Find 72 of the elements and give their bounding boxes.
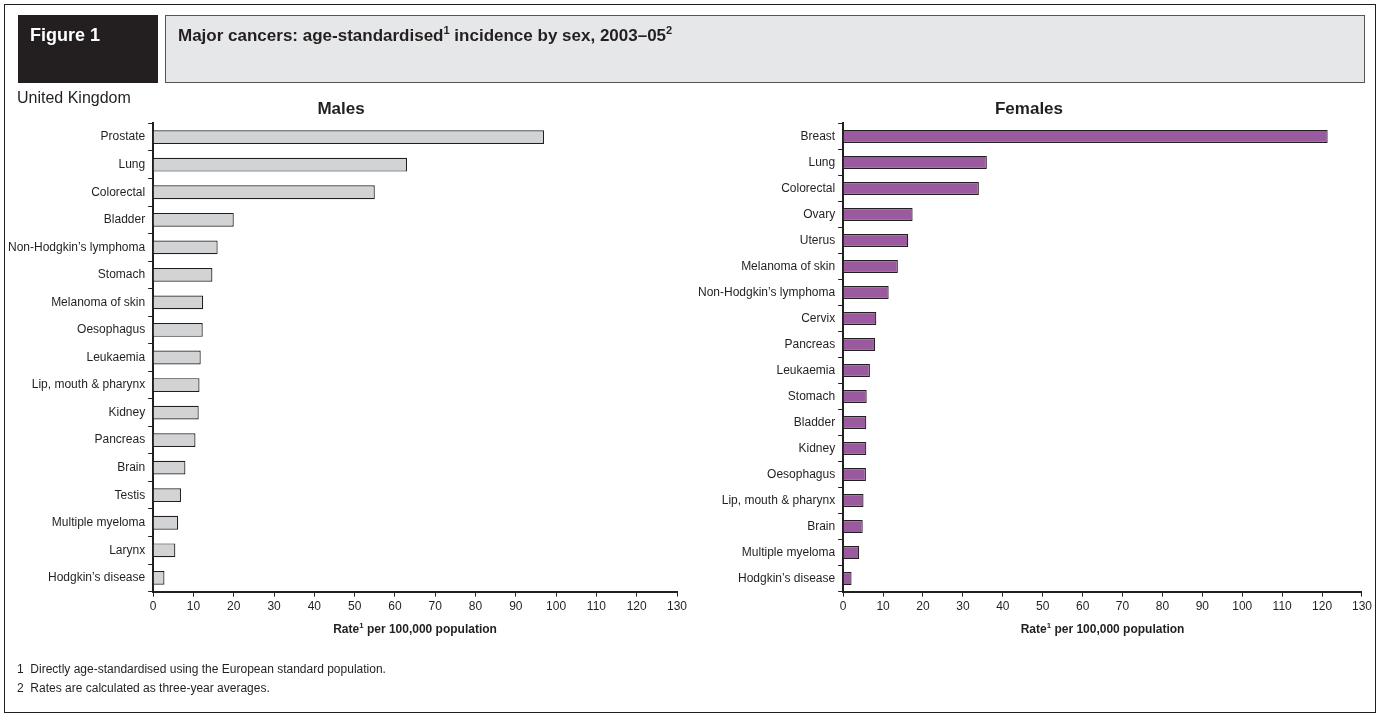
y-tick-label: Lung xyxy=(808,154,836,169)
y-tick-label: Testis xyxy=(114,487,146,502)
y-tick-label: Lung xyxy=(118,157,146,172)
y-tick-label: Stomach xyxy=(787,388,836,403)
y-tick-label: Cervix xyxy=(801,310,836,325)
x-tick-label: 80 xyxy=(1155,599,1170,614)
y-tick-label: Kidney xyxy=(798,440,836,455)
text: United Kingdom xyxy=(17,89,131,107)
y-tick-label: Lip, mouth & pharynx xyxy=(31,377,146,392)
y-tick-label: Melanoma of skin xyxy=(741,258,836,273)
x-axis-title: Rate$^{1}$ per 100,000 population xyxy=(1019,621,1186,636)
x-tick-label: 50 xyxy=(347,599,362,614)
x-tick-label: 10 xyxy=(186,599,201,614)
text: 2 Rates are calculated as three-year averages. xyxy=(17,680,271,697)
x-tick-label: 20 xyxy=(916,599,930,614)
x-tick-label: 0 xyxy=(149,599,157,614)
y-tick-label: Brain xyxy=(807,518,836,533)
x-tick-label: 130 xyxy=(666,599,688,614)
x-tick-label: 120 xyxy=(1312,599,1333,614)
x-tick-label: 30 xyxy=(267,599,282,614)
y-tick-label: Hodgkin’s disease xyxy=(738,570,836,585)
y-tick-label: Hodgkin’s disease xyxy=(48,570,146,585)
y-tick-label: Oesophagus xyxy=(77,322,146,337)
x-tick-label: 60 xyxy=(388,599,402,614)
x-tick-label: 100 xyxy=(1232,599,1253,614)
x-tick-label: 80 xyxy=(468,599,483,614)
x-tick-label: 90 xyxy=(509,599,523,614)
y-tick-label: Multiple myeloma xyxy=(741,544,836,559)
y-tick-label: Lip, mouth & pharynx xyxy=(721,492,836,507)
x-tick-label: 110 xyxy=(1272,599,1293,614)
y-tick-label: Brain xyxy=(117,459,146,474)
x-tick-label: 100 xyxy=(546,599,567,614)
y-tick-label: Leukaemia xyxy=(86,349,146,364)
x-tick-label: 40 xyxy=(307,599,322,614)
x-tick-label: 20 xyxy=(227,599,241,614)
y-tick-label: Kidney xyxy=(108,404,146,419)
chart-title: Males xyxy=(317,98,365,118)
y-tick-label: Oesophagus xyxy=(767,466,836,481)
y-tick-label: Non-Hodgkin’s lymphoma xyxy=(697,284,836,299)
y-tick-label: Multiple myeloma xyxy=(51,515,146,530)
y-tick-label: Bladder xyxy=(103,212,146,227)
x-tick-label: 50 xyxy=(1036,599,1050,614)
x-tick-label: 70 xyxy=(428,599,443,614)
x-tick-label: 90 xyxy=(1195,599,1210,614)
y-tick-label: Prostate xyxy=(100,129,146,144)
x-tick-label: 10 xyxy=(876,599,891,614)
x-axis-title: Rate$^{1}$ per 100,000 population xyxy=(332,621,498,636)
y-tick-label: Leukaemia xyxy=(776,362,836,377)
y-tick-label: Breast xyxy=(800,128,836,143)
chart-title: Females xyxy=(994,98,1064,118)
y-tick-label: Pancreas xyxy=(784,336,836,351)
y-tick-label: Non-Hodgkin’s lymphoma xyxy=(7,239,146,254)
y-tick-label: Larynx xyxy=(109,542,146,557)
y-tick-label: Uterus xyxy=(799,232,836,247)
caption: Figure 1 xyxy=(18,15,158,83)
y-tick-label: Stomach xyxy=(97,267,146,282)
x-tick-label: 0 xyxy=(839,599,847,614)
y-tick-label: Colorectal xyxy=(781,180,836,195)
y-tick-label: Ovary xyxy=(803,206,836,221)
x-tick-label: 130 xyxy=(1351,599,1373,614)
y-tick-label: Melanoma of skin xyxy=(51,294,146,309)
y-tick-label: Colorectal xyxy=(91,184,146,199)
x-tick-label: 30 xyxy=(956,599,970,614)
x-tick-label: 60 xyxy=(1075,599,1090,614)
y-tick-label: Pancreas xyxy=(94,432,146,447)
x-tick-label: 120 xyxy=(626,599,648,614)
x-tick-label: 40 xyxy=(996,599,1010,614)
text: 1 Directly age-standardised using the European standard population. xyxy=(17,661,386,678)
text: Major cancers: age-standardised$^{1}$ incidence by sex, 2003–05$^{2}$ xyxy=(165,15,1365,83)
x-tick-label: 110 xyxy=(586,599,607,614)
y-tick-label: Bladder xyxy=(793,414,836,429)
x-tick-label: 70 xyxy=(1115,599,1130,614)
